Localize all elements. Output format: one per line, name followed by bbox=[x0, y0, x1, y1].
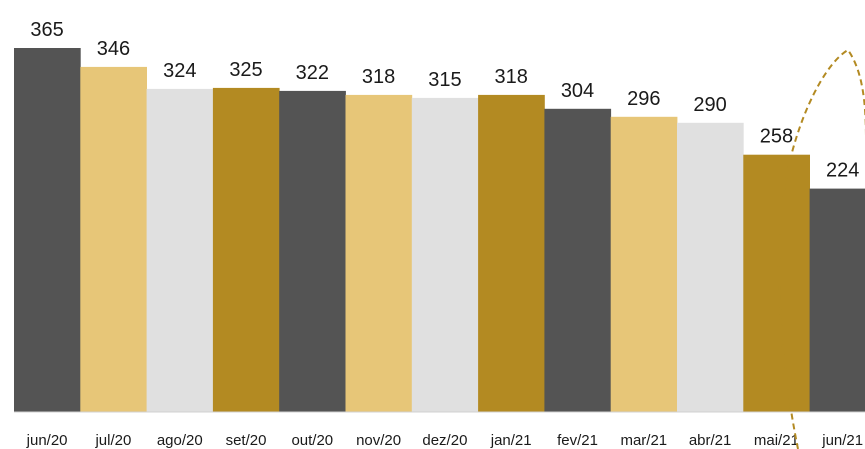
x-tick-label: jun/20 bbox=[26, 432, 68, 449]
x-tick-label: set/20 bbox=[226, 432, 267, 449]
value-label: 290 bbox=[693, 94, 726, 116]
x-tick-label: jun/21 bbox=[821, 432, 863, 449]
value-label: 365 bbox=[30, 19, 63, 41]
bar-set-20 bbox=[213, 88, 280, 412]
bar-jul-20 bbox=[80, 67, 147, 412]
bars-group bbox=[14, 48, 865, 412]
x-tick-label: out/20 bbox=[291, 432, 333, 449]
bar-jun-21 bbox=[810, 189, 865, 412]
x-tick-label: ago/20 bbox=[157, 432, 203, 449]
value-label: 325 bbox=[229, 59, 262, 81]
x-tick-label: mai/21 bbox=[754, 432, 799, 449]
bar-nov-20 bbox=[346, 95, 413, 412]
value-label: 318 bbox=[362, 66, 395, 88]
bar-jun-20 bbox=[14, 48, 81, 412]
x-tick-label: dez/20 bbox=[422, 432, 467, 449]
x-tick-label: jan/21 bbox=[490, 432, 532, 449]
x-tick-label: abr/21 bbox=[689, 432, 732, 449]
value-label: 296 bbox=[627, 88, 660, 110]
value-label: 322 bbox=[296, 62, 329, 84]
bar-abr-21 bbox=[677, 123, 744, 412]
value-label: 224 bbox=[826, 160, 859, 182]
tick-labels-group: jun/20 jul/20 ago/20 set/20 out/20 nov/20 dez/… bbox=[26, 432, 863, 449]
value-label: 304 bbox=[561, 80, 594, 102]
bar-ago-20 bbox=[147, 89, 214, 412]
bar-mai-21 bbox=[743, 155, 810, 412]
value-label: 318 bbox=[495, 66, 528, 88]
bar-dez-20 bbox=[412, 98, 479, 412]
value-label: 324 bbox=[163, 60, 196, 82]
bar-jan-21 bbox=[478, 95, 545, 412]
x-tick-label: fev/21 bbox=[557, 432, 598, 449]
value-label: 315 bbox=[428, 69, 461, 91]
bar-mar-21 bbox=[611, 117, 678, 412]
x-tick-label: nov/20 bbox=[356, 432, 401, 449]
bar-out-20 bbox=[279, 91, 346, 412]
value-label: 258 bbox=[760, 126, 793, 148]
x-tick-label: mar/21 bbox=[620, 432, 667, 449]
x-tick-label: jul/20 bbox=[94, 432, 131, 449]
bar-fev-21 bbox=[544, 109, 611, 412]
value-label: 346 bbox=[97, 38, 130, 60]
